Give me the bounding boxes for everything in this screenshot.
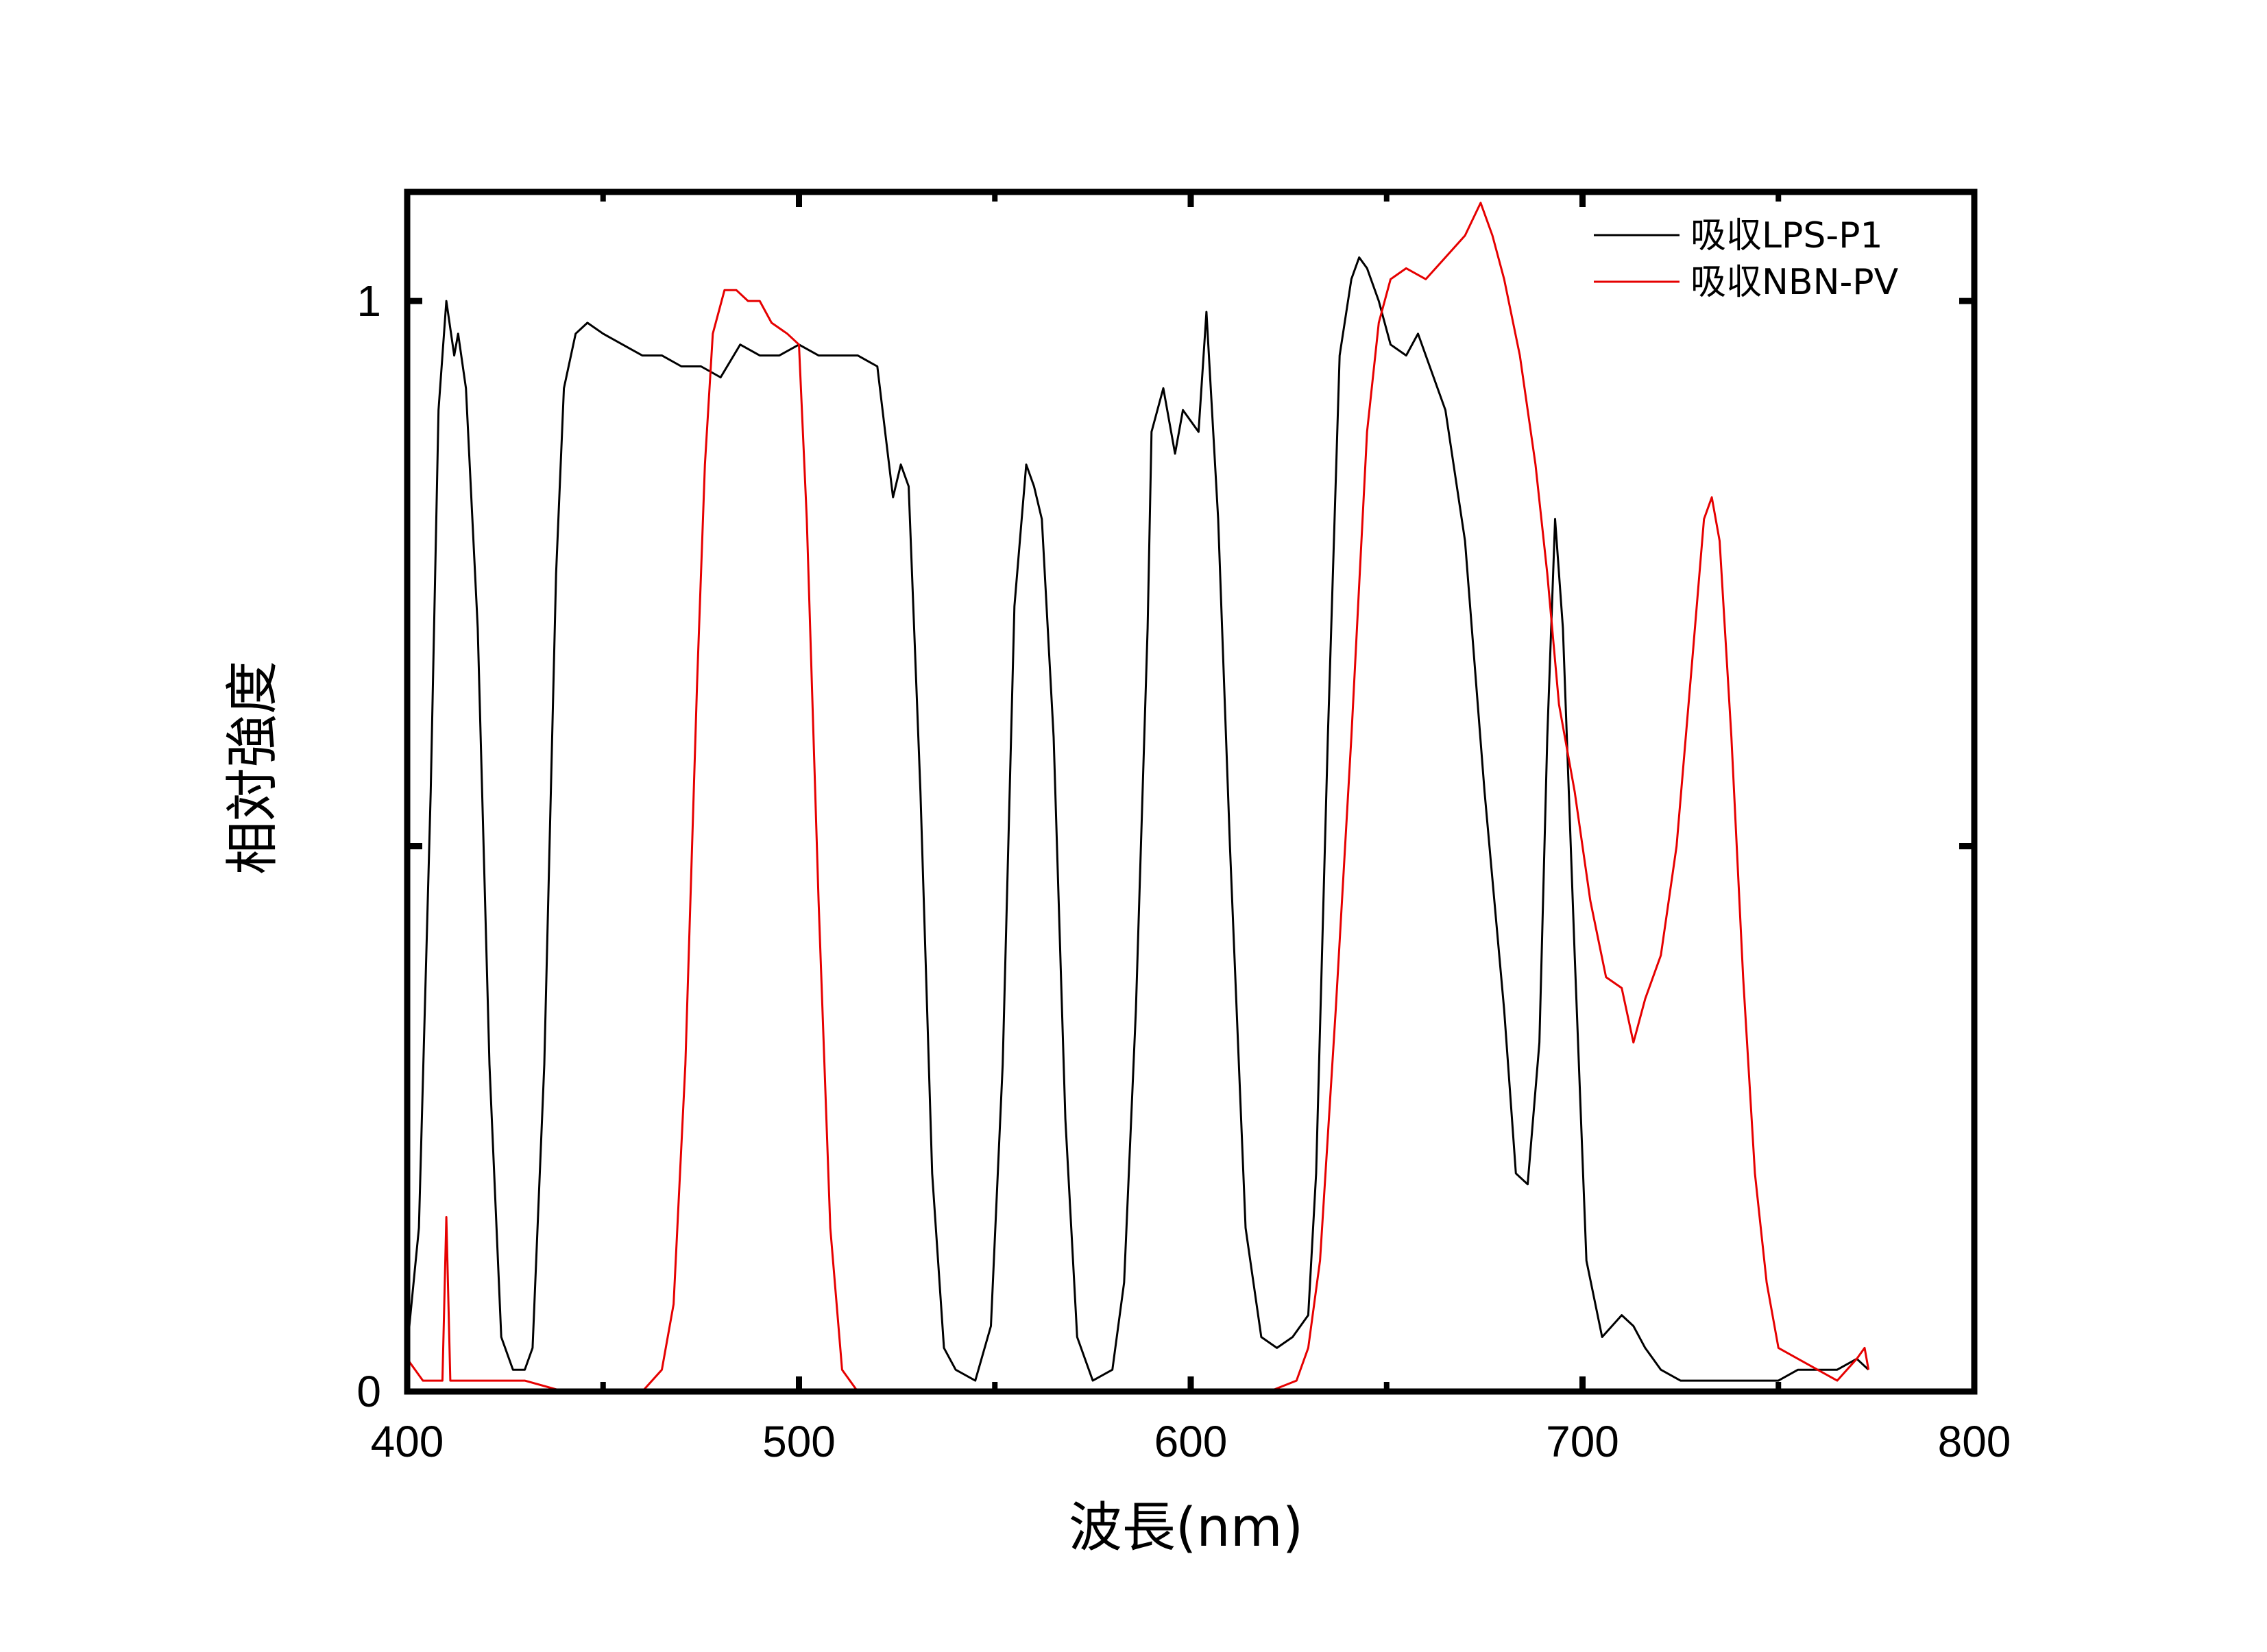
plot-frame	[404, 189, 1978, 1395]
legend-label-1: 吸収LPS-P1	[1690, 215, 1883, 256]
x-tick-label: 600	[1154, 1417, 1228, 1466]
axis-frame	[404, 189, 1978, 1395]
x-tick-label: 700	[1546, 1417, 1619, 1466]
x-axis-label: 波長(nm)	[1069, 1497, 1303, 1559]
y-axis-ticks: 01	[356, 276, 1974, 1416]
legend: 吸収LPS-P1 吸収NBN-PV	[1594, 215, 1899, 303]
series-line-2	[406, 202, 1870, 1393]
y-axis-label: 相対強度	[222, 661, 284, 875]
series-line-1	[406, 256, 1869, 1382]
x-tick-label: 500	[762, 1417, 836, 1466]
x-tick-label: 800	[1938, 1417, 2011, 1466]
plot-lines	[406, 202, 1870, 1393]
y-tick-label: 0	[356, 1367, 381, 1416]
x-axis-ticks: 400 500 600 700 800	[371, 192, 2011, 1466]
legend-label-2: 吸収NBN-PV	[1690, 262, 1899, 303]
y-tick-label: 1	[356, 276, 381, 326]
x-tick-label: 400	[371, 1417, 444, 1466]
